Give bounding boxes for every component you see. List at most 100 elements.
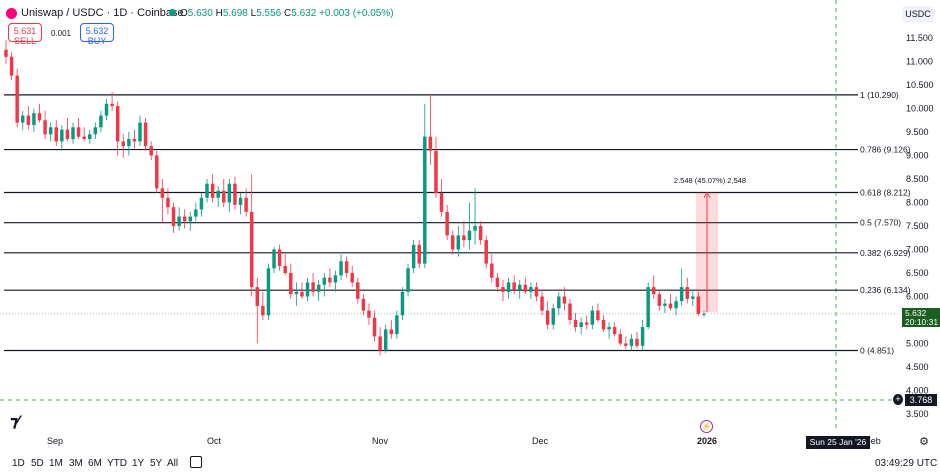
candle-body [104, 103, 109, 116]
candle-body [484, 240, 488, 264]
candle-body [350, 273, 354, 283]
candle [283, 254, 287, 276]
candle-body [266, 268, 271, 316]
candle-body [579, 322, 583, 328]
candle-body [4, 49, 8, 57]
candle-body [9, 56, 14, 76]
candle-body [462, 235, 466, 241]
fib-level-label: 0 (4.851) [860, 346, 894, 356]
candle [177, 207, 181, 231]
candle [43, 110, 47, 140]
candle [132, 129, 137, 149]
candle [679, 268, 684, 306]
market-open-icon [169, 9, 176, 16]
candle-body [149, 146, 153, 156]
time-axis-label: Nov [372, 436, 389, 446]
candle-body [467, 230, 472, 241]
candle-body [238, 197, 243, 205]
candle-body [333, 275, 338, 283]
candle [311, 273, 315, 297]
candle-body [663, 303, 667, 306]
candle-body [272, 249, 276, 269]
tradingview-logo-icon[interactable]: ⁊⁄ [10, 412, 19, 431]
candle-body [15, 75, 19, 123]
buy-button[interactable]: 5.632 BUY [80, 23, 114, 46]
candle-body [618, 334, 622, 344]
candle-body [138, 122, 142, 142]
candle [367, 303, 371, 325]
candle-body [551, 308, 555, 325]
candle [529, 282, 533, 299]
candle [255, 277, 260, 344]
candle [110, 92, 114, 111]
candle [657, 289, 662, 311]
candle-body [205, 183, 209, 198]
candle [439, 179, 444, 217]
candle-body [495, 277, 500, 288]
candle-body [37, 113, 42, 121]
candle [99, 110, 103, 132]
price-axis[interactable]: 11.500 11.000 10.500 10.000 9.500 9.000 8.500 8… [906, 33, 934, 419]
time-axis-label: 2026 [697, 436, 717, 446]
candle [395, 310, 399, 339]
candle-body [629, 338, 634, 346]
crosshair [0, 0, 900, 430]
candle [238, 193, 243, 215]
timeframe-button[interactable]: 5D [31, 458, 44, 469]
timeframe-button[interactable]: 1D [12, 458, 25, 469]
candle [473, 188, 477, 245]
candle [339, 254, 343, 281]
price-range-measure[interactable] [696, 191, 718, 313]
candle [60, 124, 64, 151]
timeframe-button[interactable]: YTD [107, 458, 127, 469]
price-axis-tick: 4.500 [906, 362, 929, 372]
candle [4, 40, 8, 64]
timeframe-button[interactable]: 3M [69, 458, 83, 469]
candle-body [339, 261, 343, 276]
candle [76, 117, 81, 140]
candle [462, 221, 466, 248]
timeframe-button[interactable]: All [167, 458, 179, 469]
candle-body [21, 115, 25, 123]
candle [607, 322, 611, 339]
clock-display[interactable]: 03:49:29 UTC [875, 458, 938, 469]
candle [244, 188, 248, 217]
candle [222, 179, 226, 208]
event-lightning-icon[interactable]: ⚡ [700, 420, 713, 433]
candle-body [210, 183, 215, 198]
timeframe-button[interactable]: 5Y [150, 458, 163, 469]
candle-body [434, 150, 438, 194]
timeframe-button[interactable]: 6M [88, 458, 102, 469]
cursor-price-tag: 3.768 [905, 394, 937, 406]
currency-button[interactable]: USDC [902, 6, 934, 22]
candle-body [43, 120, 47, 135]
candle [652, 275, 656, 299]
candle-body [383, 329, 388, 351]
symbol-title[interactable]: Uniswap / USDC · 1D · Coinbase [21, 7, 184, 19]
sell-button[interactable]: 5.631 SELL [8, 23, 42, 46]
candle-body [523, 284, 528, 292]
candle [400, 287, 405, 320]
fib-level-label: 1 (10.290) [860, 90, 899, 100]
gear-icon[interactable]: ⚙ [919, 436, 929, 448]
candle [624, 336, 628, 350]
candle-body [194, 209, 198, 217]
calendar-icon[interactable] [190, 456, 202, 468]
candle [691, 289, 695, 306]
buy-price: 5.632 [85, 26, 109, 36]
timeframe-button[interactable]: 1M [49, 458, 63, 469]
change-value: +0.003 (+0.05%) [319, 8, 394, 19]
price-axis-tick: 6.500 [906, 268, 929, 278]
time-axis[interactable]: Sep Oct Nov Dec 2026 Feb [47, 436, 881, 446]
candle [663, 298, 667, 313]
low-label: L [250, 8, 257, 19]
candle-body [261, 305, 265, 316]
add-alert-icon[interactable]: + [893, 394, 903, 405]
timeframe-button[interactable]: 1Y [132, 458, 145, 469]
cursor-date-tag: Sun 25 Jan '26 [806, 436, 870, 449]
candle-body [361, 298, 366, 311]
candle-body [445, 211, 449, 236]
time-axis-label: Sep [47, 436, 63, 446]
candle-body [328, 277, 332, 283]
